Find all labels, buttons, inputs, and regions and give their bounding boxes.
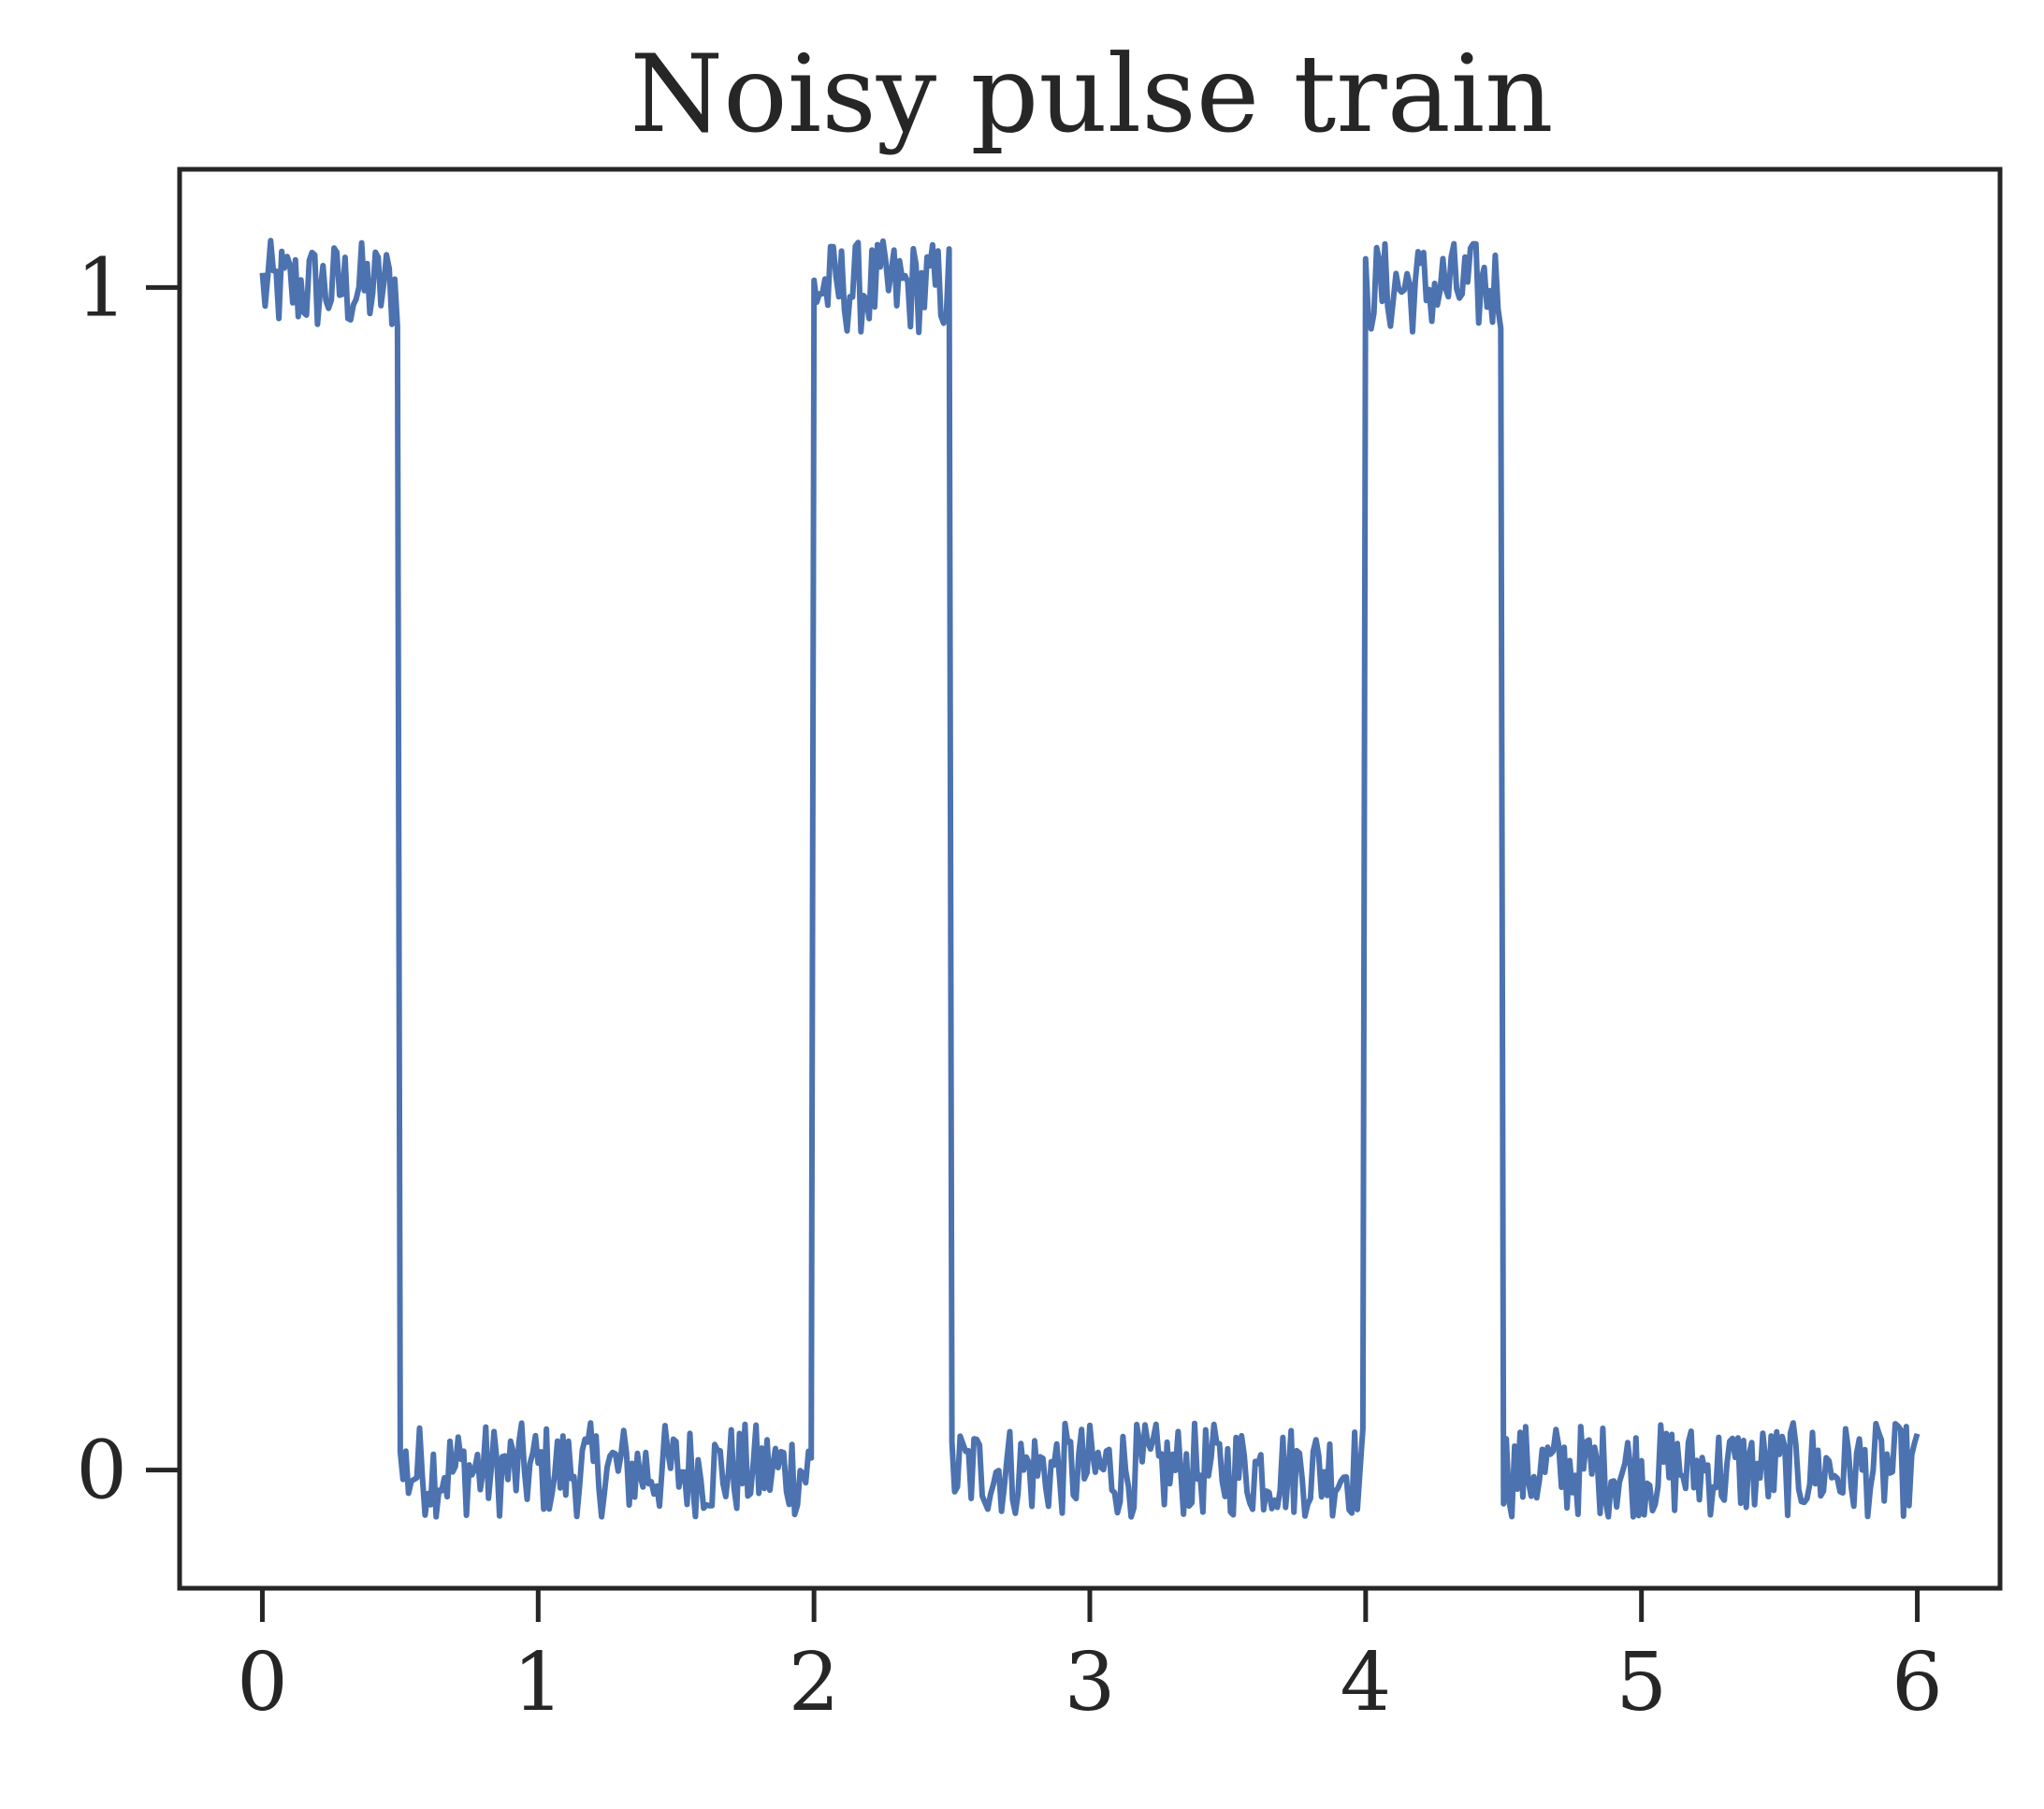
x-tick-label: 0 [237,1636,288,1729]
y-tick-label: 0 [76,1425,127,1518]
x-tick-label: 2 [789,1636,840,1729]
axis-ticks: 0 1 2 3 4 5 6 0 1 [76,241,1943,1729]
x-tick-label: 4 [1340,1636,1391,1729]
axes-frame [177,166,2003,1591]
chart-title: Noisy pulse train [630,32,1553,156]
x-tick-label: 3 [1065,1636,1116,1729]
x-tick-label: 5 [1616,1636,1667,1729]
x-tick-label: 1 [513,1636,564,1729]
plot-area [259,238,1921,1520]
x-tick-label: 6 [1892,1636,1943,1729]
y-tick-label: 1 [76,241,127,335]
series-line-0 [259,238,1921,1520]
